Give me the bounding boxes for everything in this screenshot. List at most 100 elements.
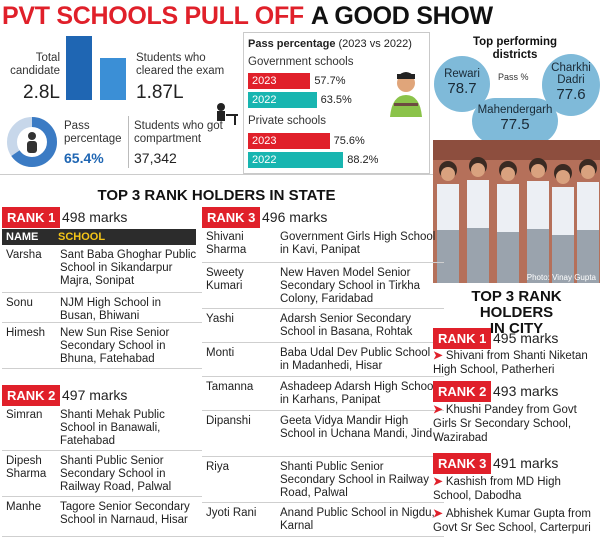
pass-donut-chart [7,117,57,167]
city-rank3-line1: ➤ Kashish from MD High School, Dabodha [433,476,561,502]
city-rank1-marks: 495 marks [493,330,559,346]
districts-pass-label: Pass % [498,72,529,82]
row-divider [2,322,202,323]
students-photo: Photo: Vinay Gupta [433,140,600,283]
rank-row-name: Monti [206,347,235,359]
row-divider [202,502,444,503]
cleared-label: Students who cleared the exam [136,52,225,77]
city-title: TOP 3 RANK HOLDERS IN CITY [471,288,562,337]
rank-row-school: New Sun Rise Senior Secondary School in … [60,327,170,365]
private-value-2022: 88.2% [347,154,379,166]
compartment-value: 37,342 [134,150,177,166]
rank-row-name: Simran [6,409,43,421]
rank-row-name: Varsha [6,249,42,261]
district-circle-mahendergarh: Mahendergarh 77.5 [472,98,558,144]
compartment-label: Students who got compartment [134,120,223,145]
pass-value: 65.4% [64,150,104,166]
student-desk-icon [217,103,238,125]
state-rank-holders: TOP 3 RANK HOLDERS IN STATE RANK 1 498 m… [0,174,444,546]
rank-row-school: Government Girls High School in Kavi, Pa… [280,231,436,256]
city-rank2-badge: RANK 2 [433,381,492,402]
col-name-header: NAME [6,231,39,243]
row-divider [202,410,444,411]
pass-title: Pass percentage (2023 vs 2022) [248,38,412,50]
col-school-header: SCHOOL [58,231,106,243]
rank-row-name: Yashi [206,313,234,325]
city-rank3-marks: 491 marks [493,455,559,471]
students-photo-illustration [433,140,600,283]
rank-row-school: Ashadeep Adarsh High School in Karhans, … [280,381,436,406]
rank-row-name: Dipesh Sharma [6,455,47,480]
districts-title: Top performing districts [472,36,558,61]
rank-row-school: Tagore Senior Secondary School in Narnau… [60,501,190,526]
rank-row-name: Tamanna [206,381,254,393]
row-divider [202,456,444,457]
private-bar-2022: 2022 [248,152,344,168]
headline-red: PVT SCHOOLS PULL OFF [2,1,304,30]
total-value: 2.8L [23,82,60,103]
row-divider [2,536,202,537]
rank-row-name: Jyoti Rani [206,507,257,519]
headline-black: A GOOD SHOW [310,1,493,30]
rank-row-school: Shanti Public Senior Secondary School in… [280,461,429,499]
student-illustration-icon [390,72,422,117]
cleared-value: 1.87L [136,82,184,103]
rank-row-name: Himesh [6,327,45,339]
row-divider [202,536,444,537]
city-rank-holders: TOP 3 RANK HOLDERS IN CITY RANK 1 495 ma… [433,283,600,546]
gov-label: Government schools [248,56,354,68]
headline: PVT SCHOOLS PULL OFF A GOOD SHOW [0,0,600,32]
state-rank2-badge: RANK 2 [2,385,61,406]
state-rank3-marks: 496 marks [262,209,328,225]
private-value-2023: 75.6% [333,135,365,147]
state-rank3-badge: RANK 3 [202,207,261,228]
row-divider [2,292,202,293]
pass-label: Pass percentage [64,120,122,145]
row-divider [202,308,444,309]
city-rank3-badge: RANK 3 [433,453,492,474]
private-bar-2023: 2023 [248,133,330,149]
row-divider [202,376,444,377]
rank-row-school: Shanti Mehak Public School in Banawali, … [60,409,165,447]
cleared-bar [100,58,126,100]
rank-row-name: Sonu [6,297,33,309]
pass-percentage-panel: Pass percentage (2023 vs 2022) Governmen… [244,32,430,174]
gov-bar-2022: 2022 [248,92,317,108]
gov-value-2022: 63.5% [320,94,352,106]
rank-row-school: Sant Baba Ghoghar Public School in Sikan… [60,249,197,287]
photo-credit: Photo: Vinay Gupta [526,273,596,282]
total-bar [66,36,92,100]
state-rank1-badge: RANK 1 [2,207,61,228]
row-divider [2,450,202,451]
top-districts: Top performing districts Pass % Rewari 7… [430,32,600,144]
city-rank3-line2: ➤ Abhishek Kumar Gupta from Govt Sr Sec … [433,508,591,534]
rank-row-name: Manhe [6,501,42,513]
row-divider [2,496,202,497]
city-rank2-marks: 493 marks [493,383,559,399]
rank-row-school: Shanti Public Senior Secondary School in… [60,455,172,493]
rank-row-school: Baba Udal Dev Public School in Madanhedi… [280,347,431,372]
divider [128,116,129,168]
rank-row-school: NJM High School in Busan, Bhiwani [60,297,161,322]
rank-row-name: Shivani Sharma [206,231,247,256]
state-rank1-marks: 498 marks [62,209,128,225]
row-divider [2,368,202,369]
gov-bar-2023: 2023 [248,73,311,89]
city-rank1-line: ➤ Shivani from Shanti Niketan High Schoo… [433,350,588,376]
state-rank2-marks: 497 marks [62,387,128,403]
state-title: TOP 3 RANK HOLDERS IN STATE [97,187,336,204]
rank-row-school: Geeta Vidya Mandir High School in Uchana… [280,415,433,440]
rank-row-name: Dipanshi [206,415,251,427]
row-divider [202,262,444,263]
stats-panel: Total candidate 2.8L Students who cleare… [0,32,244,174]
private-label: Private schools [248,115,326,127]
rank-row-school: Anand Public School in Nigdu, Karnal [280,507,435,532]
row-divider [202,342,444,343]
gov-value-2023: 57.7% [314,75,346,87]
city-rank1-badge: RANK 1 [433,328,492,349]
rank-row-name: Riya [206,461,230,473]
state-table-header: NAME SCHOOL [2,229,196,245]
rank-row-school: New Haven Model Senior Secondary School … [280,267,420,305]
city-rank2-line: ➤ Khushi Pandey from Govt Girls Sr Secon… [433,404,577,444]
rank-row-school: Adarsh Senior Secondary School in Basana… [280,313,413,338]
